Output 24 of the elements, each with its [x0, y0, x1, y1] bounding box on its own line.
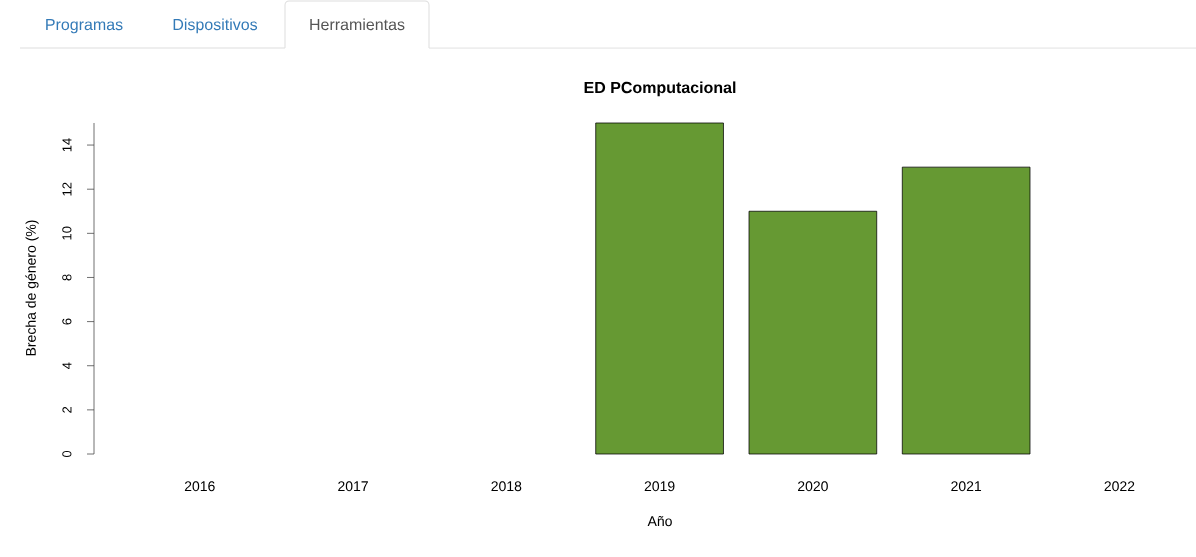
- x-tick-label: 2022: [1104, 481, 1135, 492]
- x-tick-label: 2020: [798, 481, 828, 492]
- y-tick-label: 2: [62, 406, 72, 413]
- x-axis-title: Año: [647, 515, 672, 527]
- text: Herramientas: [310, 18, 405, 31]
- chart-title: ED PComputacional: [584, 81, 736, 97]
- x-tick-label: 2018: [491, 481, 522, 492]
- x-tick-label: 2019: [644, 481, 675, 492]
- y-tick-label: 10: [62, 226, 72, 240]
- bar: [595, 122, 724, 455]
- bar: [748, 210, 878, 455]
- text: Dispositivos: [173, 18, 258, 34]
- y-tick-label: 8: [62, 274, 72, 281]
- bar: [901, 166, 1031, 455]
- y-tick-label: 14: [62, 138, 72, 152]
- y-tick-label: 6: [62, 318, 72, 325]
- x-tick-label: 2021: [951, 481, 982, 492]
- text: Programas: [46, 18, 123, 34]
- y-tick-label: 0: [62, 450, 72, 458]
- y-tick-label: 12: [62, 182, 72, 196]
- y-axis-title: Brecha de género (%): [25, 220, 39, 356]
- y-tick-label: 4: [62, 362, 72, 370]
- x-tick-label: 2017: [338, 481, 368, 492]
- x-tick-label: 2016: [184, 481, 215, 492]
